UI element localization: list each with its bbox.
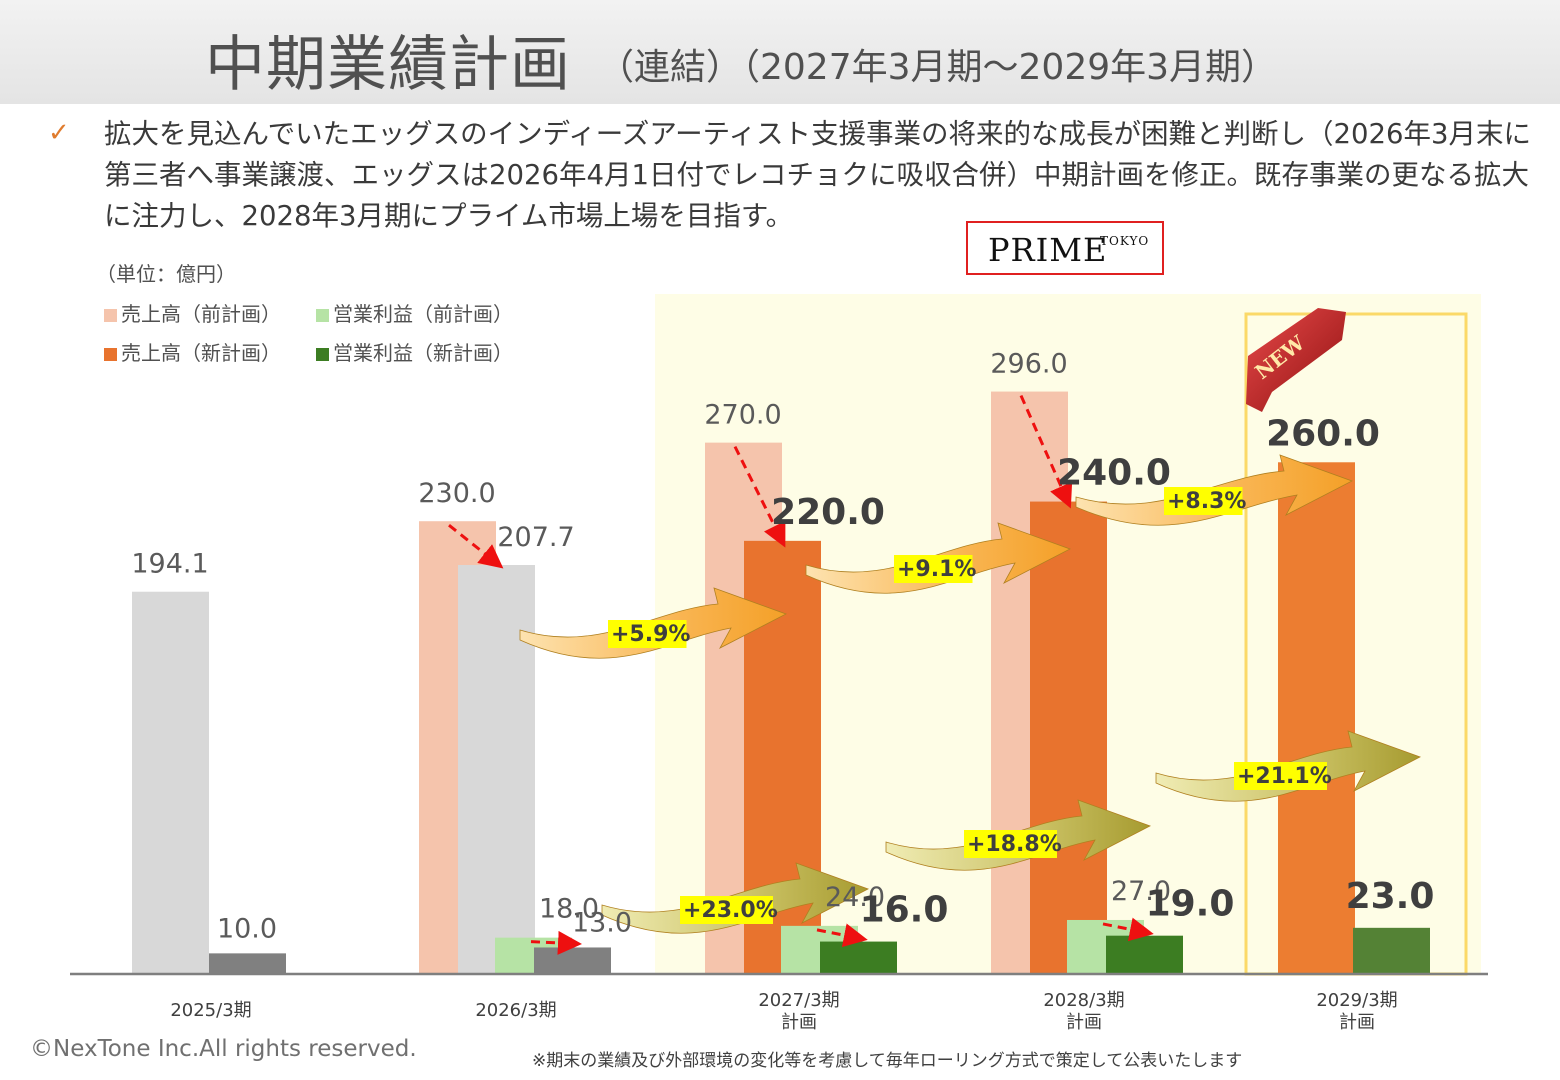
value-label-op-prev: 24.0 (825, 882, 885, 913)
prime-logo-tokyo: TOKYO (1100, 234, 1150, 248)
x-tick-label: 2026/3期 (475, 1000, 557, 1021)
legend-label: 営業利益（新計画） (333, 341, 513, 365)
prime-market-logo: PRIME TOKYO (966, 221, 1164, 275)
bar-sales-new (1030, 501, 1107, 973)
value-label-sales-new: 260.0 (1266, 413, 1380, 454)
legend-label: 売上高（前計画） (121, 302, 281, 326)
legend-label: 営業利益（前計画） (333, 302, 513, 326)
value-label-sales-new: 207.7 (497, 522, 574, 553)
x-tick-label: 2025/3期 (170, 1000, 252, 1021)
revision-arrow-op (816, 923, 868, 948)
value-label-sales-prev: 270.0 (704, 400, 781, 431)
page-title: 中期業績計画 (205, 30, 571, 100)
copyright: ©NexTone Inc.All rights reserved. (30, 1036, 417, 1062)
page-subtitle: （連結）（2027年3月期～2029年3月期） (598, 47, 1278, 88)
value-label-op-new: 16.0 (860, 890, 949, 931)
footnote: ※期末の業績及び外部環境の変化等を考慮して毎年ローリング方式で策定して公表いたし… (532, 1051, 1243, 1071)
value-label-op-new: 19.0 (1146, 884, 1235, 925)
value-label-op-new: 23.0 (1346, 876, 1435, 917)
legend-sales-prev: 売上高（前計画） (104, 298, 281, 327)
checkmark-icon: ✓ (48, 118, 70, 148)
revision-arrow-op (1102, 917, 1154, 942)
value-label-op-prev: 18.0 (539, 894, 599, 925)
legend-swatch (316, 348, 329, 361)
growth-label-sales: +9.1% (897, 557, 976, 582)
value-label-sales-prev: 296.0 (990, 349, 1067, 380)
x-tick-label: 2028/3期 計画 (1043, 990, 1125, 1033)
legend-swatch (316, 309, 329, 322)
bar-sales-new (458, 565, 535, 973)
legend-op-new: 営業利益（新計画） (316, 337, 513, 366)
legend-sales-new: 売上高（新計画） (104, 337, 281, 366)
unit-label: （単位：億円） (96, 262, 236, 286)
title-bar: 中期業績計画 （連結）（2027年3月期～2029年3月期） (0, 0, 1560, 104)
bar-sales-new (1278, 462, 1355, 973)
revision-arrow-sales (1019, 394, 1073, 509)
growth-label-sales: +8.3% (1167, 489, 1246, 514)
revision-arrow-sales (448, 524, 504, 569)
bar-op-new (209, 953, 286, 973)
growth-label-op-background (1234, 762, 1327, 790)
growth-label-op: +21.1% (1237, 764, 1332, 789)
bar-op-new (534, 947, 611, 973)
prime-logo-word: PRIME (988, 231, 1108, 269)
value-label-op-new: 10.0 (217, 913, 277, 944)
value-label-sales-new: 240.0 (1057, 453, 1171, 494)
value-label-sales-new: 220.0 (771, 492, 885, 533)
bar-sales-new (132, 591, 209, 973)
growth-label-sales-background (608, 620, 687, 648)
growth-label-sales-background (894, 555, 973, 583)
legend-op-prev: 営業利益（前計画） (316, 298, 513, 327)
growth-label-op: +18.8% (967, 832, 1062, 857)
bar-op-new (1353, 927, 1430, 973)
bar-op-new (1106, 935, 1183, 973)
bar-op-new (820, 941, 897, 973)
x-tick-label: 2029/3期 計画 (1316, 990, 1398, 1033)
growth-label-op-background (680, 896, 773, 924)
summary-text: 拡大を見込んでいたエッグスのインディーズアーティスト支援事業の将来的な成長が困難… (104, 118, 1532, 232)
growth-label-sales: +5.9% (611, 622, 690, 647)
growth-label-op-background (964, 830, 1057, 858)
value-label-op-new: 13.0 (572, 907, 632, 938)
growth-label-op: +23.0% (683, 898, 778, 923)
legend-swatch (104, 348, 117, 361)
growth-label-sales-background (1164, 487, 1243, 515)
revision-arrow-op (530, 930, 582, 955)
value-label-sales-new: 194.1 (131, 549, 208, 580)
legend-swatch (104, 309, 117, 322)
x-tick-label: 2027/3期 計画 (758, 990, 840, 1033)
value-label-sales-prev: 230.0 (418, 478, 495, 509)
value-label-op-prev: 27.0 (1111, 876, 1171, 907)
revision-arrow-sales (733, 445, 786, 548)
legend-label: 売上高（新計画） (121, 341, 281, 365)
